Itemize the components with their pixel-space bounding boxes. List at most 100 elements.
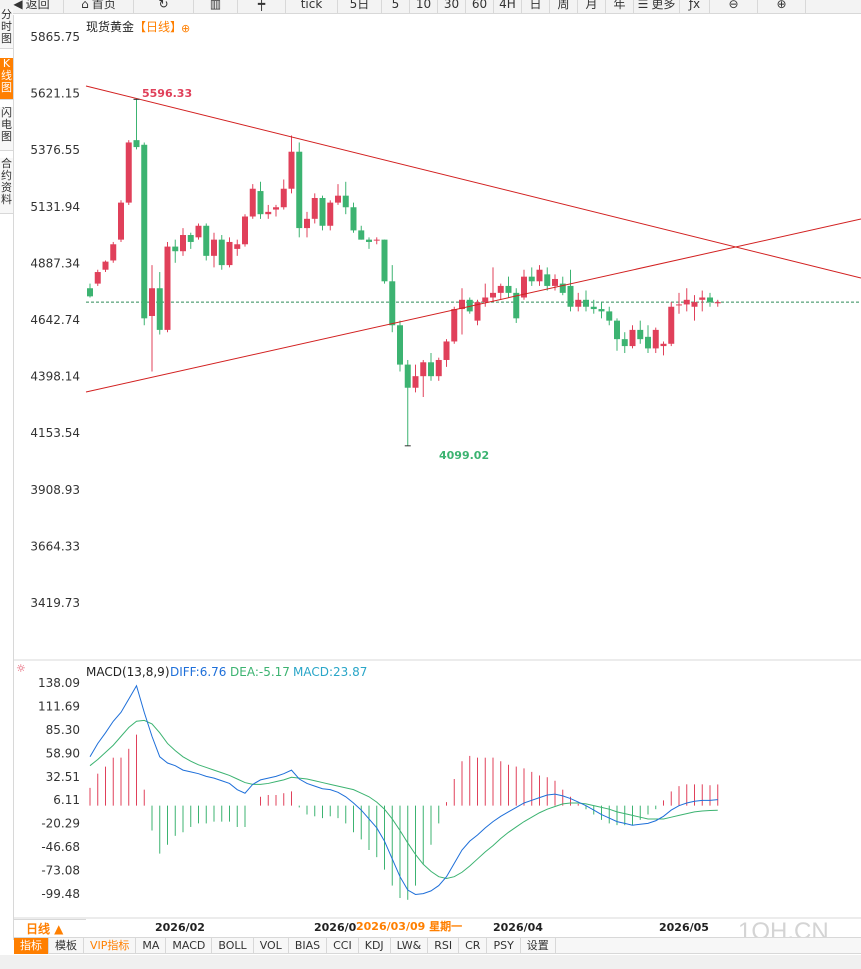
period-tag: 【日线】	[134, 20, 182, 34]
toolbar-item-首页[interactable]: ⌂ 首页	[64, 0, 134, 13]
toolbar-item-更多[interactable]: ☰ 更多	[634, 0, 680, 13]
candle-body	[296, 151, 303, 229]
indicator-tab-指标[interactable]: 指标	[14, 938, 49, 954]
candle-body	[559, 283, 566, 293]
toolbar-item-candlestick[interactable]: ┿	[238, 0, 286, 13]
candle-body	[265, 211, 272, 215]
toolbar-item-fx[interactable]: ƒx	[680, 0, 710, 13]
toolbar-item-60[interactable]: 60	[466, 0, 494, 13]
side-tab-0[interactable]: 分时图	[0, 9, 13, 49]
indicator-tab-bias[interactable]: BIAS	[289, 938, 328, 954]
candle-body	[342, 195, 349, 208]
toolbar-item-返回[interactable]: ◀ 返回	[0, 0, 64, 13]
candle-body	[598, 309, 605, 312]
side-tab-1[interactable]: K线图	[0, 58, 13, 100]
price-tick-label: 3419.73	[30, 596, 80, 610]
toolbar-item-5[interactable]: 5	[382, 0, 410, 13]
candle-body	[614, 320, 620, 340]
indicator-tab-cci[interactable]: CCI	[327, 938, 359, 954]
indicator-tab-rsi[interactable]: RSI	[428, 938, 460, 954]
toolbar-item-label: 60	[471, 0, 488, 11]
candle-body	[218, 239, 225, 266]
high-price-label: 5596.33	[142, 87, 192, 100]
candle-body	[397, 325, 403, 365]
home-icon: ⌂	[81, 0, 89, 11]
candle-body	[590, 306, 597, 310]
toolbar-item-label: 4H	[499, 0, 516, 11]
candle-body	[645, 336, 651, 349]
trendline-descending	[85, 85, 861, 279]
candle-body	[459, 299, 465, 310]
toolbar-item-4H[interactable]: 4H	[494, 0, 522, 13]
candle-body	[180, 235, 186, 252]
side-tab-2[interactable]: 闪电图	[0, 107, 13, 151]
candle-body	[280, 188, 287, 208]
candle-body	[211, 239, 217, 256]
candle-body	[118, 202, 124, 240]
toolbar-item-label: 5	[391, 0, 400, 11]
side-tab-3[interactable]: 合约资料	[0, 158, 13, 214]
candle-body	[691, 302, 698, 307]
indicator-tab-vip指标[interactable]: VIP指标	[84, 938, 137, 954]
macd-value-label: MACD:23.87	[293, 665, 367, 679]
indicator-tab-模板[interactable]: 模板	[49, 938, 84, 954]
toolbar-item-10[interactable]: 10	[410, 0, 438, 13]
toolbar-item-30[interactable]: 30	[438, 0, 466, 13]
macd-tick-label: 111.69	[38, 699, 80, 713]
candle-body	[125, 142, 132, 203]
candle-body	[94, 272, 101, 284]
candle-body	[102, 261, 109, 270]
toolbar-item-label: 10	[415, 0, 432, 11]
toolbar-item-label: 日	[529, 0, 542, 11]
toolbar-item-label: 更多	[651, 0, 676, 11]
price-tick-label: 4642.74	[30, 313, 80, 327]
candle-body	[435, 359, 442, 377]
toolbar-item-zoom-out[interactable]: ⊖	[710, 0, 758, 13]
candle-body	[544, 274, 551, 286]
indicator-tab-vol[interactable]: VOL	[254, 938, 289, 954]
candlestick-icon: ┿	[257, 0, 266, 11]
indicator-tab-设置[interactable]: 设置	[521, 938, 556, 954]
candle-body	[249, 188, 256, 217]
candle-body	[668, 306, 675, 344]
back-icon: ◀	[13, 0, 23, 11]
toolbar-item-label: 返回	[25, 0, 50, 11]
indicator-tab-macd[interactable]: MACD	[166, 938, 213, 954]
indicator-tab-ma[interactable]: MA	[136, 938, 167, 954]
toolbar-item-5日[interactable]: 5日	[338, 0, 382, 13]
candle-body	[234, 244, 241, 249]
macd-tick-label: 85.30	[46, 723, 80, 737]
candle-body	[319, 197, 326, 226]
indicator-tab-cr[interactable]: CR	[459, 938, 488, 954]
toolbar-item-月[interactable]: 月	[578, 0, 606, 13]
candle-body	[676, 304, 682, 306]
toolbar-item-日[interactable]: 日	[522, 0, 550, 13]
indicator-tab-lw&[interactable]: LW&	[391, 938, 429, 954]
toolbar-item-tick[interactable]: tick	[286, 0, 338, 13]
indicator-tab-kdj[interactable]: KDJ	[359, 938, 391, 954]
macd-settings-icon: ☼	[16, 662, 26, 675]
toolbar-item-zoom-in[interactable]: ⊕	[758, 0, 806, 13]
macd-dea-line	[89, 719, 718, 879]
macd-tick-label: -20.29	[41, 817, 80, 831]
candle-body	[490, 292, 496, 298]
candle-body	[528, 276, 535, 282]
indicator-tab-psy[interactable]: PSY	[487, 938, 521, 954]
candle-body	[505, 285, 512, 293]
candle-body	[195, 225, 202, 238]
indicator-tab-boll[interactable]: BOLL	[212, 938, 254, 954]
candle-body	[133, 140, 140, 148]
period-button[interactable]: 日线 ▲	[14, 919, 86, 937]
toolbar-item-refresh[interactable]: ↻	[134, 0, 194, 13]
candle-body	[536, 269, 543, 282]
toolbar-item-bar-chart[interactable]: ▥	[194, 0, 238, 13]
settings-gear-icon: ⊕	[181, 22, 190, 35]
price-tick-label: 3664.33	[30, 539, 80, 553]
toolbar-item-label: 30	[443, 0, 460, 11]
toolbar-item-年[interactable]: 年	[606, 0, 634, 13]
candle-body	[149, 288, 155, 317]
macd-dea-label: DEA:-5.17	[230, 665, 290, 679]
toolbar-item-周[interactable]: 周	[550, 0, 578, 13]
